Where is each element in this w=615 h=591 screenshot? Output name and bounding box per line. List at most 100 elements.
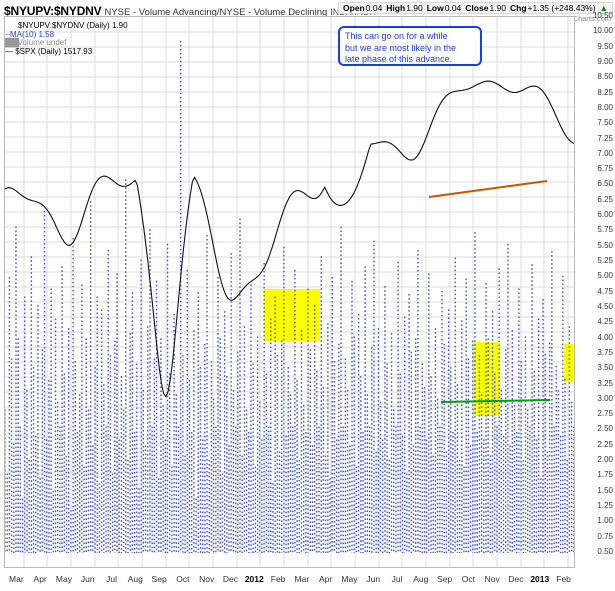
price-tick-label: 6.50 bbox=[597, 179, 613, 189]
date-tick-month: Sep bbox=[437, 574, 453, 584]
price-tick-label: 3.75 bbox=[597, 347, 613, 357]
low-label: Low bbox=[426, 3, 444, 13]
price-tick-label: 6.25 bbox=[597, 194, 613, 204]
date-tick-month: Mar bbox=[9, 574, 24, 584]
date-tick-year: 2012 bbox=[244, 574, 264, 584]
date-tick-month: Mar bbox=[294, 574, 310, 584]
annotation-line-2: but we are most likely in the bbox=[345, 42, 457, 53]
price-tick-label: 4.75 bbox=[597, 286, 613, 296]
price-tick-label: 2.25 bbox=[597, 439, 613, 449]
price-tick-label: 5.00 bbox=[597, 271, 613, 281]
price-tick-label: 3.50 bbox=[597, 363, 613, 373]
price-tick-label: 3.25 bbox=[597, 378, 613, 388]
date-tick-month: Aug bbox=[127, 574, 143, 584]
close-value: 1.90 bbox=[489, 3, 506, 13]
date-tick-month: Jul bbox=[106, 574, 117, 584]
annotation-callout: This can go on for a while but we are mo… bbox=[338, 26, 482, 66]
price-tick-label: 5.25 bbox=[597, 256, 613, 266]
price-tick-label: 1.50 bbox=[597, 485, 613, 495]
price-tick-label: 9.50 bbox=[597, 41, 613, 51]
symbol-description: NYSE - Volume Advancing/NYSE - Volume De… bbox=[104, 7, 328, 18]
price-tick-label: 2.00 bbox=[597, 455, 613, 465]
date-tick-month: Jul bbox=[391, 574, 403, 584]
price-tick-label: 0.50 bbox=[597, 547, 613, 556]
spx-price-line bbox=[5, 80, 574, 398]
price-tick-label: 4.50 bbox=[597, 301, 613, 311]
price-tick-label: 10.00 bbox=[592, 26, 613, 36]
high-label: High bbox=[386, 3, 406, 13]
price-tick-label: 1.00 bbox=[597, 516, 613, 526]
open-label: Open bbox=[343, 3, 365, 13]
close-label: Close bbox=[465, 3, 489, 13]
date-tick-month: Apr bbox=[319, 574, 333, 584]
chart-trendline-layer bbox=[428, 180, 551, 403]
low-value: 0.04 bbox=[444, 3, 462, 13]
price-tick-label: 5.75 bbox=[597, 225, 613, 235]
date-tick-month: Aug bbox=[413, 574, 429, 584]
price-tick-label: 3.00 bbox=[597, 393, 613, 403]
legend-volume-label: Volume undef bbox=[17, 38, 67, 48]
date-axis-bottom: Mar Apr May Jun Jul Aug Sep Oct Nov Dec 2012 Feb Mar… bbox=[4, 568, 575, 591]
price-tick-label: 4.00 bbox=[597, 332, 613, 342]
date-tick-month: Nov bbox=[199, 574, 215, 584]
date-tick-month: Feb bbox=[556, 574, 571, 584]
spx-series-line bbox=[5, 80, 574, 398]
price-tick-label: 6.00 bbox=[597, 210, 613, 220]
legend-main-label: $NYUPV:$NYDNV (Daily) 1.90 bbox=[18, 21, 128, 30]
price-tick-label: 0.75 bbox=[597, 531, 613, 541]
date-tick-month: Sep bbox=[151, 574, 167, 584]
legend-spx-label: $SPX (Daily) 1517.93 bbox=[15, 46, 93, 56]
change-value: +1.35 (+248.43%) bbox=[527, 3, 596, 13]
annotation-line-1: This can go on for a while bbox=[345, 31, 448, 41]
price-tick-label: 7.25 bbox=[597, 133, 613, 143]
date-tick-month: Apr bbox=[33, 574, 47, 584]
date-tick-year: 2013 bbox=[530, 574, 550, 584]
open-value: 0.04 bbox=[365, 3, 383, 13]
date-tick-month: May bbox=[341, 574, 358, 584]
date-tick-month: May bbox=[55, 574, 72, 584]
green-trendline bbox=[440, 399, 551, 403]
symbol-ticker: $NYUPV:$NYDNV bbox=[4, 4, 102, 18]
orange-trendline bbox=[428, 180, 548, 198]
stockcharts-credit: © StockCharts.com bbox=[546, 14, 611, 23]
ratio-series-dotted bbox=[5, 40, 574, 553]
date-tick-month: Oct bbox=[461, 574, 476, 584]
date-tick-month: Oct bbox=[176, 574, 190, 584]
ma-marker-icon: ··· bbox=[5, 29, 11, 39]
date-tick-month: Dec bbox=[222, 574, 239, 584]
chart-data-layer bbox=[5, 40, 574, 553]
spx-marker-icon: — bbox=[5, 46, 13, 56]
high-value: 1.90 bbox=[406, 3, 423, 13]
legend-ma-label: MA(10) 1.58 bbox=[10, 29, 55, 39]
price-tick-label: 4.25 bbox=[597, 317, 613, 327]
date-tick-month: Jun bbox=[366, 574, 381, 584]
price-tick-label: 10.50 bbox=[592, 11, 613, 20]
highlight-boxes bbox=[264, 289, 574, 416]
chart-plot-area bbox=[4, 16, 575, 568]
date-tick-month: Dec bbox=[508, 574, 524, 584]
price-tick-label: 7.50 bbox=[597, 118, 613, 128]
price-tick-label: 7.00 bbox=[597, 148, 613, 158]
change-up-arrow-icon: ▲ bbox=[599, 3, 608, 13]
date-tick-month: Nov bbox=[484, 574, 500, 584]
annotation-line-3: late phase of this advance. bbox=[345, 54, 453, 64]
price-axis-right: 10.50 10.00 9.50 9.00 8.50 8.25 8.00 7.50 7.25 7.… bbox=[576, 12, 615, 568]
price-tick-label: 1.75 bbox=[597, 470, 613, 480]
price-tick-label: 9.00 bbox=[597, 56, 613, 66]
price-tick-label: 1.25 bbox=[597, 501, 613, 511]
change-label: Chg bbox=[509, 3, 527, 13]
price-tick-label: 2.50 bbox=[597, 424, 613, 434]
price-tick-label: 6.75 bbox=[597, 164, 613, 174]
date-tick-month: Jun bbox=[80, 574, 95, 584]
price-tick-label: 8.00 bbox=[597, 102, 613, 112]
volume-marker-icon: ███ bbox=[5, 38, 19, 48]
chart-legend: $NYUPV:$NYDNV (Daily) 1.90 ···MA(10) 1.5… bbox=[5, 21, 128, 56]
price-tick-label: 8.25 bbox=[597, 87, 613, 97]
highlight-box-1 bbox=[264, 289, 320, 341]
quote-bar: Open0.04 High1.90 Low0.04 Close1.90 Chg+1.35… bbox=[338, 2, 613, 14]
date-tick-month: Feb bbox=[270, 574, 286, 584]
price-tick-label: 5.50 bbox=[597, 240, 613, 250]
price-tick-label: 8.50 bbox=[597, 72, 613, 82]
price-tick-label: 2.75 bbox=[597, 409, 613, 419]
